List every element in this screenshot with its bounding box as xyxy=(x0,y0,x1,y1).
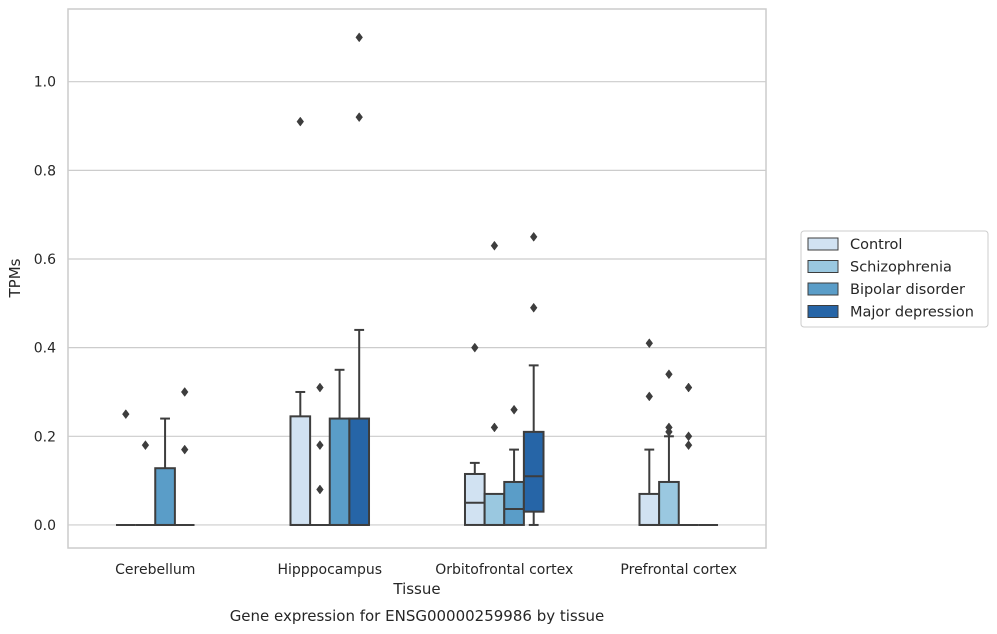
plot-frame xyxy=(67,8,767,549)
y-axis-label: TPMs xyxy=(6,258,24,298)
legend-frame xyxy=(800,230,989,328)
y-tick-label: 0.4 xyxy=(34,341,56,357)
box-body xyxy=(154,467,176,526)
box-bipolar-disorder xyxy=(154,417,176,526)
x-tick-label: Prefrontal cortex xyxy=(620,562,737,578)
outlier-point xyxy=(122,409,130,420)
x-tick-label: Orbitofrontal cortex xyxy=(435,562,573,578)
outlier-point xyxy=(665,369,673,380)
y-tick-label: 0.6 xyxy=(34,252,56,268)
outlier-point xyxy=(645,338,654,349)
box-body xyxy=(658,480,680,526)
outlier-point xyxy=(529,231,538,242)
box-bipolar-disorder xyxy=(503,448,525,526)
x-tick-label: Cerebellum xyxy=(115,562,195,578)
outlier-point xyxy=(355,32,363,43)
y-tick-label: 0.2 xyxy=(34,429,56,445)
box-body xyxy=(483,492,506,526)
boxes xyxy=(115,328,719,526)
box-body xyxy=(348,417,371,526)
box-schizophrenia xyxy=(658,435,680,526)
outliers xyxy=(122,32,693,495)
outlier-point xyxy=(529,302,538,313)
box-schizophrenia xyxy=(483,492,506,526)
box-body xyxy=(503,480,525,526)
outlier-point xyxy=(141,440,150,451)
y-tick-label: 0.0 xyxy=(34,518,56,534)
box-major-depression xyxy=(348,328,371,526)
x-axis-label: Tissue xyxy=(392,580,440,598)
legend-items: Control Schizophrenia Bipolar disorder Majo… xyxy=(807,237,974,321)
box-control xyxy=(463,461,486,526)
y-tick-labels: 0.0 0.2 0.4 0.6 0.8 1.0 xyxy=(34,75,56,534)
outlier-point xyxy=(665,422,673,433)
legend: Control Schizophrenia Bipolar disorder Majo… xyxy=(800,230,989,328)
legend-swatch xyxy=(807,237,839,251)
box-body xyxy=(289,415,312,526)
box-body xyxy=(463,472,486,526)
legend-swatch xyxy=(807,305,839,318)
outlier-point xyxy=(316,484,324,495)
outlier-point xyxy=(645,391,654,402)
outlier-point xyxy=(684,431,693,442)
box-control xyxy=(289,390,312,526)
outlier-point xyxy=(490,240,499,251)
legend-swatch xyxy=(807,282,839,296)
box-body xyxy=(638,492,661,526)
outlier-point xyxy=(180,444,189,455)
y-tick-label: 1.0 xyxy=(34,75,56,91)
outlier-point xyxy=(684,382,693,393)
y-tick-label: 0.8 xyxy=(34,163,56,179)
outlier-point xyxy=(180,387,189,397)
outlier-point xyxy=(684,440,693,451)
box-body xyxy=(328,417,351,526)
legend-label: Control xyxy=(850,237,902,253)
outlier-point xyxy=(296,116,305,127)
outlier-point xyxy=(490,422,499,433)
legend-label: Bipolar disorder xyxy=(850,282,965,298)
box-major-depression xyxy=(522,364,545,526)
outlier-point xyxy=(316,382,324,393)
legend-label: Schizophrenia xyxy=(850,260,952,276)
outlier-point xyxy=(355,112,363,123)
outlier-point xyxy=(316,440,324,451)
outlier-point xyxy=(510,404,518,415)
box-body xyxy=(522,430,545,513)
legend-swatch xyxy=(807,260,839,273)
box-bipolar-disorder xyxy=(328,368,351,526)
chart-caption: Gene expression for ENSG00000259986 by t… xyxy=(230,607,605,625)
gridlines xyxy=(68,81,766,526)
box-control xyxy=(638,448,661,526)
x-tick-labels: Cerebellum Hipppocampus Orbitofrontal cort… xyxy=(115,562,737,578)
outlier-point xyxy=(471,342,479,353)
legend-label: Major depression xyxy=(850,305,974,321)
x-tick-label: Hipppocampus xyxy=(277,562,382,578)
